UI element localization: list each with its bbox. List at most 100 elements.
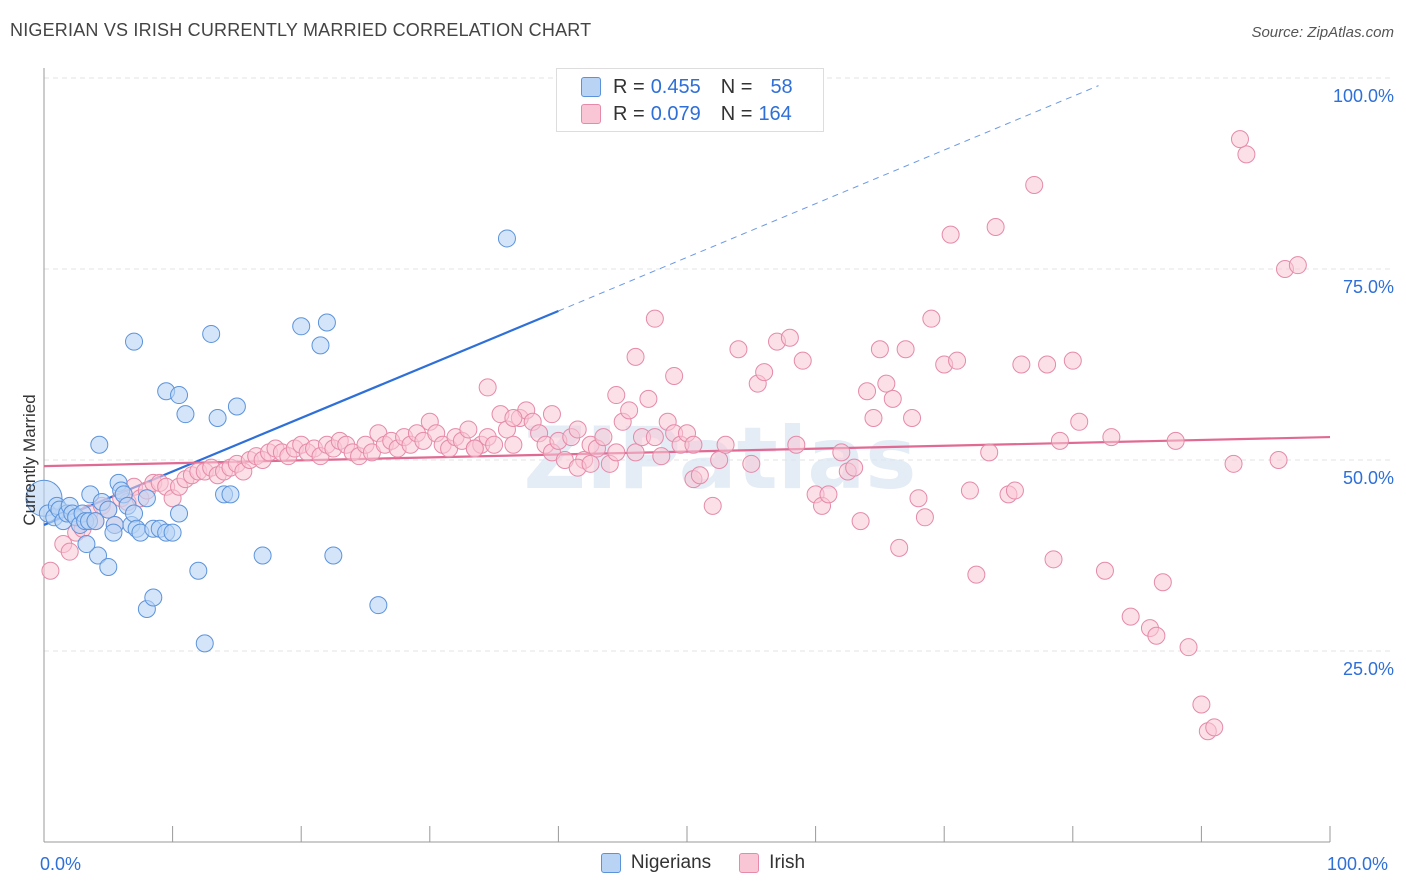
- legend-n-label: N =: [720, 102, 753, 125]
- x-tick-max: 100.0%: [1327, 854, 1389, 874]
- point-nigerians: [170, 504, 189, 523]
- y-tick-label: 25.0%: [1342, 659, 1394, 679]
- point-irish: [948, 351, 967, 370]
- point-irish: [1179, 638, 1198, 657]
- point-irish: [960, 481, 979, 500]
- point-irish: [607, 386, 626, 405]
- point-irish: [896, 340, 915, 359]
- point-irish: [1005, 481, 1024, 500]
- point-nigerians: [77, 535, 96, 554]
- chart-title: NIGERIAN VS IRISH CURRENTLY MARRIED CORR…: [10, 20, 592, 40]
- trend-line-nigerians-extension: [558, 85, 1099, 312]
- point-nigerians: [227, 397, 246, 416]
- point-irish: [980, 443, 999, 462]
- point-irish: [703, 496, 722, 515]
- legend-row-nigerians: R = 0.455 N = 58: [581, 75, 793, 99]
- point-irish: [485, 435, 504, 454]
- point-nigerians: [369, 596, 388, 615]
- legend-item-irish[interactable]: Irish: [739, 852, 805, 874]
- point-irish: [568, 420, 587, 439]
- point-nigerians: [189, 561, 208, 580]
- legend-swatch-irish: [581, 104, 601, 124]
- legend-item-nigerians[interactable]: Nigerians: [600, 852, 712, 874]
- grid-lines: [44, 77, 1392, 652]
- point-irish: [542, 405, 561, 424]
- point-irish: [883, 389, 902, 408]
- point-irish: [1166, 431, 1185, 450]
- point-irish: [690, 466, 709, 485]
- point-irish: [909, 489, 928, 508]
- point-irish: [915, 508, 934, 527]
- data-points: [25, 130, 1307, 741]
- legend-label-nigerians: Nigerians: [630, 852, 712, 873]
- point-irish: [787, 435, 806, 454]
- point-irish: [793, 351, 812, 370]
- point-irish: [1044, 550, 1063, 569]
- point-irish: [845, 458, 864, 477]
- point-irish: [60, 542, 79, 561]
- point-irish: [903, 408, 922, 427]
- point-irish: [626, 347, 645, 366]
- point-irish: [716, 435, 735, 454]
- legend-r-value: 0.455: [650, 75, 701, 98]
- point-irish: [1050, 431, 1069, 450]
- point-irish: [1095, 561, 1114, 580]
- legend-n-value: 164: [758, 102, 792, 125]
- point-nigerians: [125, 504, 144, 523]
- y-tick-label: 50.0%: [1342, 468, 1394, 488]
- point-irish: [1102, 428, 1121, 447]
- legend-row-irish: R = 0.079 N = 164: [581, 102, 792, 126]
- point-irish: [1025, 175, 1044, 194]
- point-nigerians: [497, 229, 516, 248]
- point-irish: [832, 443, 851, 462]
- point-nigerians: [99, 500, 118, 519]
- point-irish: [858, 382, 877, 401]
- point-nigerians: [176, 405, 195, 424]
- point-irish: [41, 561, 60, 580]
- point-irish: [729, 340, 748, 359]
- point-irish: [864, 408, 883, 427]
- point-nigerians: [137, 489, 156, 508]
- point-irish: [941, 225, 960, 244]
- legend-swatch-irish: [739, 853, 760, 873]
- point-irish: [620, 401, 639, 420]
- point-nigerians: [208, 408, 227, 427]
- legend-n-label: N =: [720, 75, 753, 98]
- point-nigerians: [86, 512, 105, 531]
- point-nigerians: [89, 546, 108, 565]
- point-irish: [922, 309, 941, 328]
- point-nigerians: [317, 313, 336, 332]
- point-irish: [1288, 256, 1307, 275]
- point-irish: [1269, 451, 1288, 469]
- point-irish: [645, 309, 664, 328]
- series-legend: Nigerians Irish: [0, 852, 1406, 874]
- point-nigerians: [311, 336, 330, 355]
- legend-r-label: R =: [613, 102, 645, 125]
- point-nigerians: [324, 546, 343, 565]
- legend-swatch-nigerians: [600, 853, 621, 873]
- point-irish: [594, 428, 613, 447]
- point-nigerians: [170, 386, 189, 405]
- point-irish: [1224, 454, 1243, 473]
- y-tick-label: 100.0%: [1332, 86, 1394, 106]
- point-irish: [607, 443, 626, 462]
- point-irish: [1153, 573, 1172, 592]
- point-nigerians: [125, 332, 144, 351]
- point-irish: [780, 328, 799, 347]
- point-nigerians: [144, 588, 163, 607]
- point-nigerians: [163, 523, 182, 542]
- chart-source: Source: ZipAtlas.com: [1251, 24, 1394, 41]
- point-irish: [1063, 351, 1082, 370]
- point-irish: [755, 363, 774, 382]
- point-nigerians: [195, 634, 214, 653]
- point-nigerians: [292, 317, 311, 336]
- point-irish: [504, 435, 523, 454]
- point-nigerians: [99, 557, 118, 576]
- point-irish: [1012, 355, 1031, 374]
- stats-legend: R = 0.455 N = 58 R = 0.079 N = 164: [556, 68, 824, 132]
- point-nigerians: [90, 435, 109, 454]
- point-irish: [645, 428, 664, 447]
- legend-swatch-nigerians: [581, 77, 601, 97]
- legend-r-label: R =: [613, 75, 645, 98]
